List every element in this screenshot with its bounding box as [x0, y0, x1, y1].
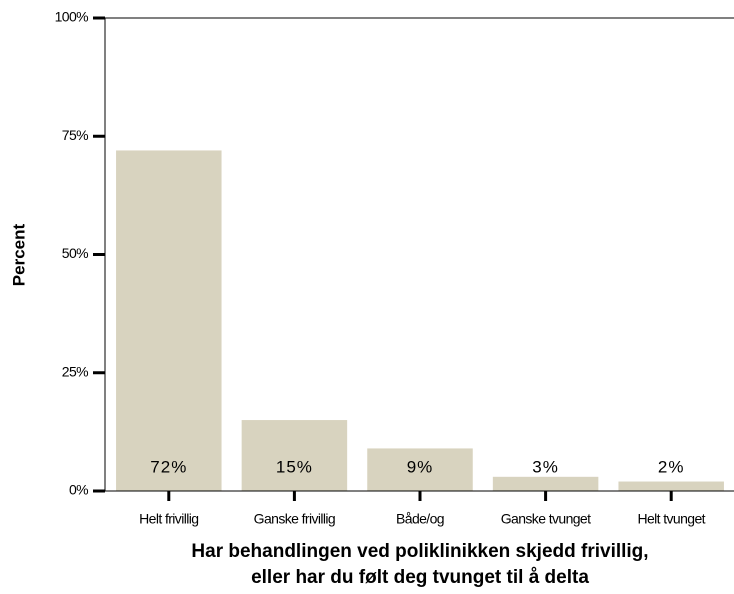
data-label: 15%: [276, 457, 313, 476]
data-label: 72%: [150, 457, 187, 476]
x-tick-label: Både/og: [396, 511, 444, 527]
y-axis-title: Percent: [9, 223, 28, 286]
x-axis-title: eller har du følt deg tvunget til å delt…: [251, 567, 589, 588]
x-tick-label: Ganske tvunget: [501, 511, 591, 527]
bar: [618, 481, 724, 491]
x-tick-label: Helt frivillig: [139, 511, 198, 527]
bar: [241, 420, 348, 491]
bar: [492, 476, 599, 491]
y-tick-label: 100%: [55, 9, 89, 25]
data-label: 9%: [407, 457, 434, 476]
x-axis-title: Har behandlingen ved poliklinikken skjed…: [191, 541, 648, 562]
x-tick-label: Helt tvunget: [637, 511, 705, 527]
bar: [116, 150, 222, 491]
data-label: 2%: [658, 457, 685, 476]
bar: [367, 448, 473, 491]
x-tick-label: Ganske frivillig: [254, 511, 335, 527]
y-tick-label: 0%: [69, 482, 88, 498]
y-tick-label: 50%: [62, 245, 88, 261]
y-tick-label: 25%: [62, 363, 88, 379]
y-tick-label: 75%: [62, 127, 88, 143]
data-label: 3%: [532, 457, 559, 476]
